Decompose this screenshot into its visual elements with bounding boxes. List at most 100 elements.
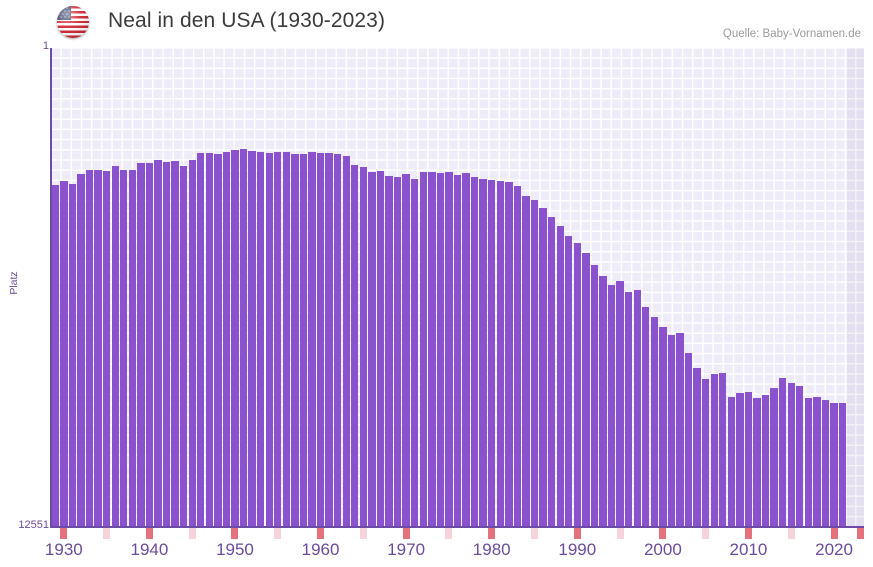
bar[interactable] xyxy=(590,265,599,527)
bar[interactable] xyxy=(299,154,308,527)
bar[interactable] xyxy=(470,177,479,527)
bar[interactable] xyxy=(376,171,385,527)
bar[interactable] xyxy=(488,180,496,527)
bar[interactable] xyxy=(573,243,581,527)
bar[interactable] xyxy=(368,171,376,527)
bar[interactable] xyxy=(565,236,573,527)
bar[interactable] xyxy=(659,326,667,527)
bar[interactable] xyxy=(445,172,453,527)
bar[interactable] xyxy=(770,387,778,527)
bar[interactable] xyxy=(607,284,616,527)
bar[interactable] xyxy=(145,162,154,527)
bar[interactable] xyxy=(701,379,710,527)
bar[interactable] xyxy=(85,169,94,527)
bar[interactable] xyxy=(650,316,658,527)
bar[interactable] xyxy=(316,153,325,527)
bar[interactable] xyxy=(838,403,847,527)
bar[interactable] xyxy=(710,373,718,527)
bar[interactable] xyxy=(522,196,530,527)
bar[interactable] xyxy=(111,166,119,527)
bar[interactable] xyxy=(813,397,821,527)
bar[interactable] xyxy=(188,160,196,527)
bar[interactable] xyxy=(616,280,624,527)
bar[interactable] xyxy=(308,151,316,527)
bar[interactable] xyxy=(821,399,830,527)
bar[interactable] xyxy=(693,367,701,527)
bar[interactable] xyxy=(222,151,231,527)
bar[interactable] xyxy=(60,180,68,527)
bar[interactable] xyxy=(265,153,273,527)
x-axis-line xyxy=(50,526,864,528)
bar[interactable] xyxy=(102,170,111,527)
x-tick-minor xyxy=(274,528,282,539)
bar[interactable] xyxy=(402,173,410,527)
bar[interactable] xyxy=(642,307,650,527)
bar[interactable] xyxy=(830,402,838,527)
bar[interactable] xyxy=(51,184,59,527)
bar[interactable] xyxy=(154,159,162,527)
bar[interactable] xyxy=(334,153,342,527)
bar[interactable] xyxy=(179,166,188,527)
bar[interactable] xyxy=(359,167,368,527)
bar[interactable] xyxy=(505,181,513,527)
bar[interactable] xyxy=(214,154,222,527)
bar[interactable] xyxy=(479,179,487,527)
bar[interactable] xyxy=(787,383,795,527)
bar[interactable] xyxy=(393,177,402,527)
bar[interactable] xyxy=(633,289,641,527)
bar[interactable] xyxy=(411,178,419,527)
bar[interactable] xyxy=(419,172,427,527)
bar[interactable] xyxy=(205,152,213,527)
bar[interactable] xyxy=(428,171,436,527)
bar[interactable] xyxy=(137,163,145,527)
bar[interactable] xyxy=(599,276,607,527)
bar[interactable] xyxy=(684,352,693,527)
bar[interactable] xyxy=(128,169,136,527)
bar[interactable] xyxy=(342,156,350,527)
bar[interactable] xyxy=(761,394,770,527)
bar[interactable] xyxy=(462,173,470,527)
bar[interactable] xyxy=(171,161,179,527)
bar[interactable] xyxy=(676,333,684,527)
bar[interactable] xyxy=(556,225,564,527)
bar[interactable] xyxy=(94,170,102,527)
no-data-region xyxy=(846,48,864,527)
bar[interactable] xyxy=(239,148,248,527)
x-tick-major xyxy=(830,528,838,539)
bar[interactable] xyxy=(436,172,445,527)
bar[interactable] xyxy=(624,291,633,527)
bar[interactable] xyxy=(248,151,256,527)
bar[interactable] xyxy=(197,153,205,527)
bar[interactable] xyxy=(291,154,299,527)
bar[interactable] xyxy=(68,183,77,527)
bar[interactable] xyxy=(796,386,804,527)
bar[interactable] xyxy=(667,334,676,527)
bar[interactable] xyxy=(120,169,128,527)
bar[interactable] xyxy=(274,151,282,527)
bar[interactable] xyxy=(539,207,547,527)
bar[interactable] xyxy=(325,152,333,527)
bar[interactable] xyxy=(496,181,504,527)
x-tick-minor xyxy=(103,528,111,539)
bar[interactable] xyxy=(385,175,393,527)
bar[interactable] xyxy=(727,397,736,527)
bar[interactable] xyxy=(582,253,590,527)
bar[interactable] xyxy=(779,377,787,527)
bar[interactable] xyxy=(231,149,239,527)
bar[interactable] xyxy=(77,173,85,527)
bar[interactable] xyxy=(719,373,727,527)
bar[interactable] xyxy=(744,391,753,527)
bar[interactable] xyxy=(736,393,744,527)
bar[interactable] xyxy=(530,199,539,527)
bar[interactable] xyxy=(753,397,761,527)
bar[interactable] xyxy=(804,398,813,527)
bar[interactable] xyxy=(351,164,359,527)
bar[interactable] xyxy=(256,151,265,527)
x-tick-label: 1990 xyxy=(558,540,597,559)
bar[interactable] xyxy=(513,185,522,527)
bar[interactable] xyxy=(282,152,291,527)
x-tick-end xyxy=(857,528,864,539)
bar[interactable] xyxy=(162,162,171,527)
bar[interactable] xyxy=(547,217,556,527)
bar[interactable] xyxy=(453,174,462,527)
